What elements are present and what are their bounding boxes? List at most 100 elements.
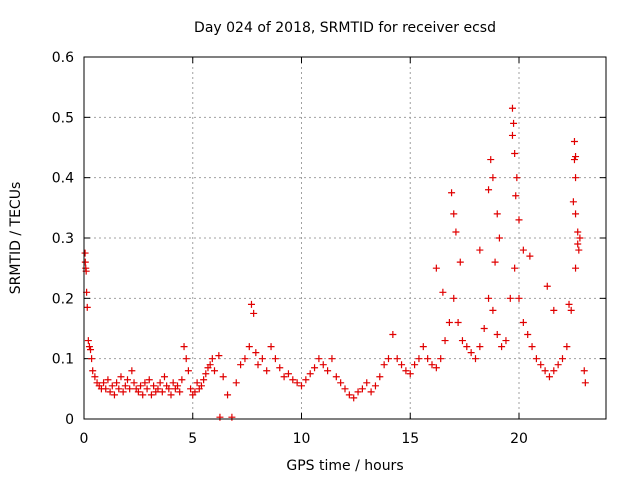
data-point xyxy=(411,361,419,369)
data-point xyxy=(141,379,149,387)
data-point xyxy=(472,355,479,363)
data-point xyxy=(184,367,192,375)
data-point xyxy=(337,379,345,387)
x-tick-label: 5 xyxy=(188,431,197,447)
data-point xyxy=(448,189,456,197)
data-point xyxy=(302,376,310,384)
data-point xyxy=(569,198,577,206)
data-point xyxy=(550,306,558,314)
data-point xyxy=(85,343,93,351)
data-point xyxy=(572,174,580,182)
y-tick-label: 0.1 xyxy=(52,352,74,368)
data-point xyxy=(126,385,134,393)
y-tick-label: 0 xyxy=(65,412,74,428)
data-point xyxy=(241,355,249,363)
data-point xyxy=(200,376,208,384)
data-point xyxy=(206,361,214,369)
data-point xyxy=(228,413,236,421)
data-point xyxy=(232,379,240,387)
data-point xyxy=(510,119,518,127)
data-point xyxy=(154,385,162,393)
data-point xyxy=(432,264,440,272)
data-point xyxy=(559,355,566,363)
data-point xyxy=(519,246,527,254)
data-point xyxy=(89,367,97,375)
data-point xyxy=(315,355,323,363)
data-point xyxy=(252,349,260,357)
data-point xyxy=(437,355,445,363)
data-point xyxy=(480,325,488,332)
data-point xyxy=(363,379,371,387)
data-point xyxy=(276,364,284,372)
y-tick-label: 0.2 xyxy=(52,291,74,307)
data-point xyxy=(511,150,519,158)
data-point xyxy=(511,264,519,272)
data-markers xyxy=(81,104,589,421)
data-point xyxy=(574,228,582,236)
data-point xyxy=(84,337,92,345)
x-tick-label: 10 xyxy=(293,431,311,447)
data-point xyxy=(402,367,410,375)
data-point xyxy=(406,370,414,378)
data-point xyxy=(572,264,580,272)
data-point xyxy=(113,379,121,387)
data-point xyxy=(247,300,255,308)
data-point xyxy=(513,174,521,182)
data-point xyxy=(385,355,392,363)
data-point xyxy=(528,343,536,351)
data-point xyxy=(134,388,142,396)
data-point xyxy=(324,367,332,375)
data-point xyxy=(493,210,501,218)
data-point xyxy=(491,258,499,266)
data-point xyxy=(512,192,520,200)
data-point xyxy=(526,252,534,260)
data-point xyxy=(367,388,375,396)
data-point xyxy=(439,288,447,296)
data-point xyxy=(293,379,301,387)
data-point xyxy=(137,382,145,390)
data-point xyxy=(147,391,155,399)
data-point xyxy=(208,355,216,363)
data-point xyxy=(271,355,279,363)
data-point xyxy=(215,352,223,360)
data-point xyxy=(574,240,582,248)
data-point xyxy=(224,391,232,399)
data-point xyxy=(428,361,436,369)
data-point xyxy=(350,394,358,402)
data-point xyxy=(328,355,336,363)
data-point xyxy=(81,258,89,266)
data-point xyxy=(575,246,583,254)
data-point xyxy=(454,318,462,326)
data-point xyxy=(532,355,540,363)
data-point xyxy=(284,370,292,378)
y-tick-label: 0.6 xyxy=(52,50,74,66)
data-point xyxy=(393,355,401,363)
data-point xyxy=(345,391,353,399)
data-point xyxy=(432,364,440,372)
data-point xyxy=(341,385,349,393)
data-point xyxy=(441,337,449,345)
data-point xyxy=(380,361,388,369)
y-axis-label: SRMTID / TECUs xyxy=(8,182,24,295)
data-point xyxy=(570,156,578,164)
data-point xyxy=(237,361,245,369)
data-point xyxy=(572,153,580,161)
data-point xyxy=(187,385,195,393)
data-point xyxy=(452,228,460,236)
data-point xyxy=(545,373,553,381)
data-point xyxy=(311,364,319,372)
data-point xyxy=(515,216,523,224)
data-point xyxy=(108,382,116,390)
data-point xyxy=(158,388,166,396)
data-point xyxy=(106,388,114,396)
data-point xyxy=(119,388,127,396)
data-point xyxy=(156,379,164,387)
data-point xyxy=(165,385,173,393)
x-tick-label: 15 xyxy=(401,431,419,447)
data-point xyxy=(263,367,271,375)
data-point xyxy=(169,379,177,387)
data-point xyxy=(216,413,224,421)
data-point xyxy=(515,294,523,302)
data-point xyxy=(541,367,549,375)
data-point xyxy=(476,343,484,351)
